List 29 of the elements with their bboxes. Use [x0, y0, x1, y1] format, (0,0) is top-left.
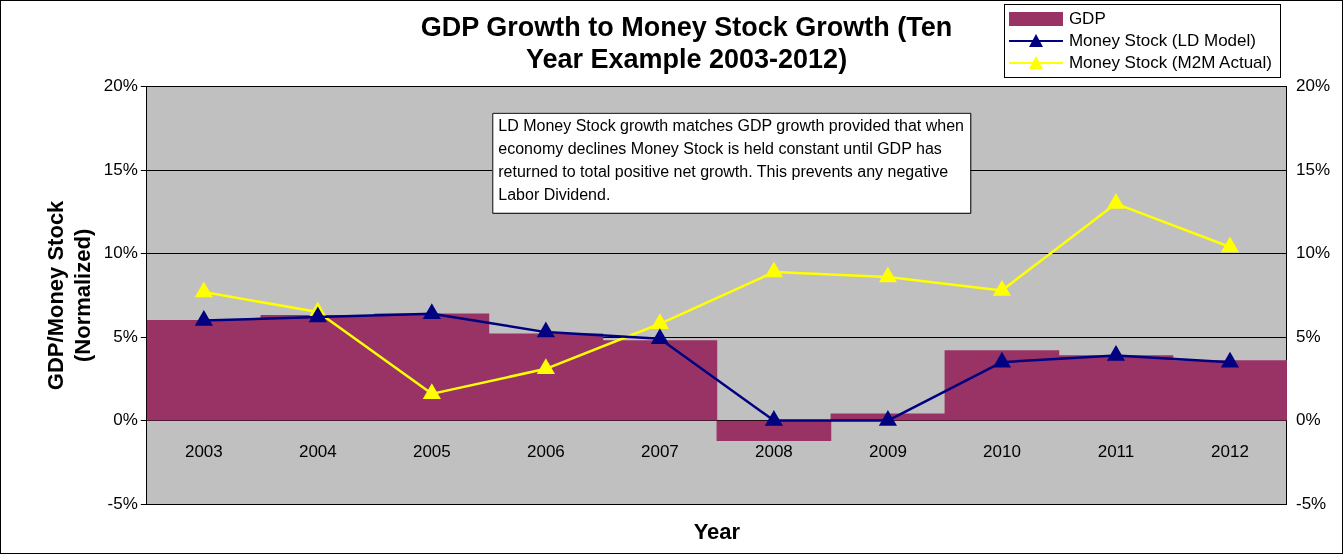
y2-tick-label: 10%	[1295, 243, 1331, 263]
y-tick-label: 0%	[113, 410, 138, 430]
x-tick-label: 2003	[184, 442, 223, 462]
y2-tick-label: 0%	[1295, 410, 1321, 430]
y-tick-label: 5%	[113, 326, 138, 346]
y2-tick-label: 15%	[1295, 159, 1331, 179]
x-tick-label: 2004	[298, 442, 337, 462]
x-tick-label: 2005	[412, 442, 451, 462]
y-axis-title: GDP/Money Stock (Normalized)	[43, 199, 95, 391]
chart-title: GDP Growth to Money Stock Growth (Ten Year Example 2003-2012)	[420, 11, 953, 75]
y2-tick-label: 20%	[1295, 76, 1331, 96]
x-tick-label: 2007	[640, 442, 679, 462]
x-tick-label: 2010	[983, 442, 1021, 462]
legend-label: Money Stock (LD Model)	[1068, 31, 1256, 51]
y-tick-label: 20%	[103, 76, 138, 96]
annotation: LD Money Stock growth matches GDP growth provided that when economy declines Money Stock is held constant until GDP has returned to total positive net growth. This prevents any negative Labor Dividend.	[498, 117, 965, 204]
y-tick-label: 10%	[103, 243, 138, 263]
y-tick-label: -5%	[107, 493, 138, 513]
x-tick-label: 2008	[754, 442, 793, 462]
y2-tick-label: 5%	[1295, 326, 1321, 346]
x-tick-label: 2006	[526, 442, 565, 462]
x-axis-title: Year	[693, 519, 741, 545]
x-tick-label: 2012	[1211, 442, 1249, 462]
x-tick-label: 2009	[869, 442, 907, 462]
legend-label: Money Stock (M2M Actual)	[1068, 53, 1272, 73]
x-tick-label: 2011	[1097, 442, 1135, 462]
y2-tick-label: -5%	[1295, 493, 1327, 513]
y-tick-label: 15%	[103, 159, 138, 179]
legend-label: GDP	[1068, 9, 1106, 29]
